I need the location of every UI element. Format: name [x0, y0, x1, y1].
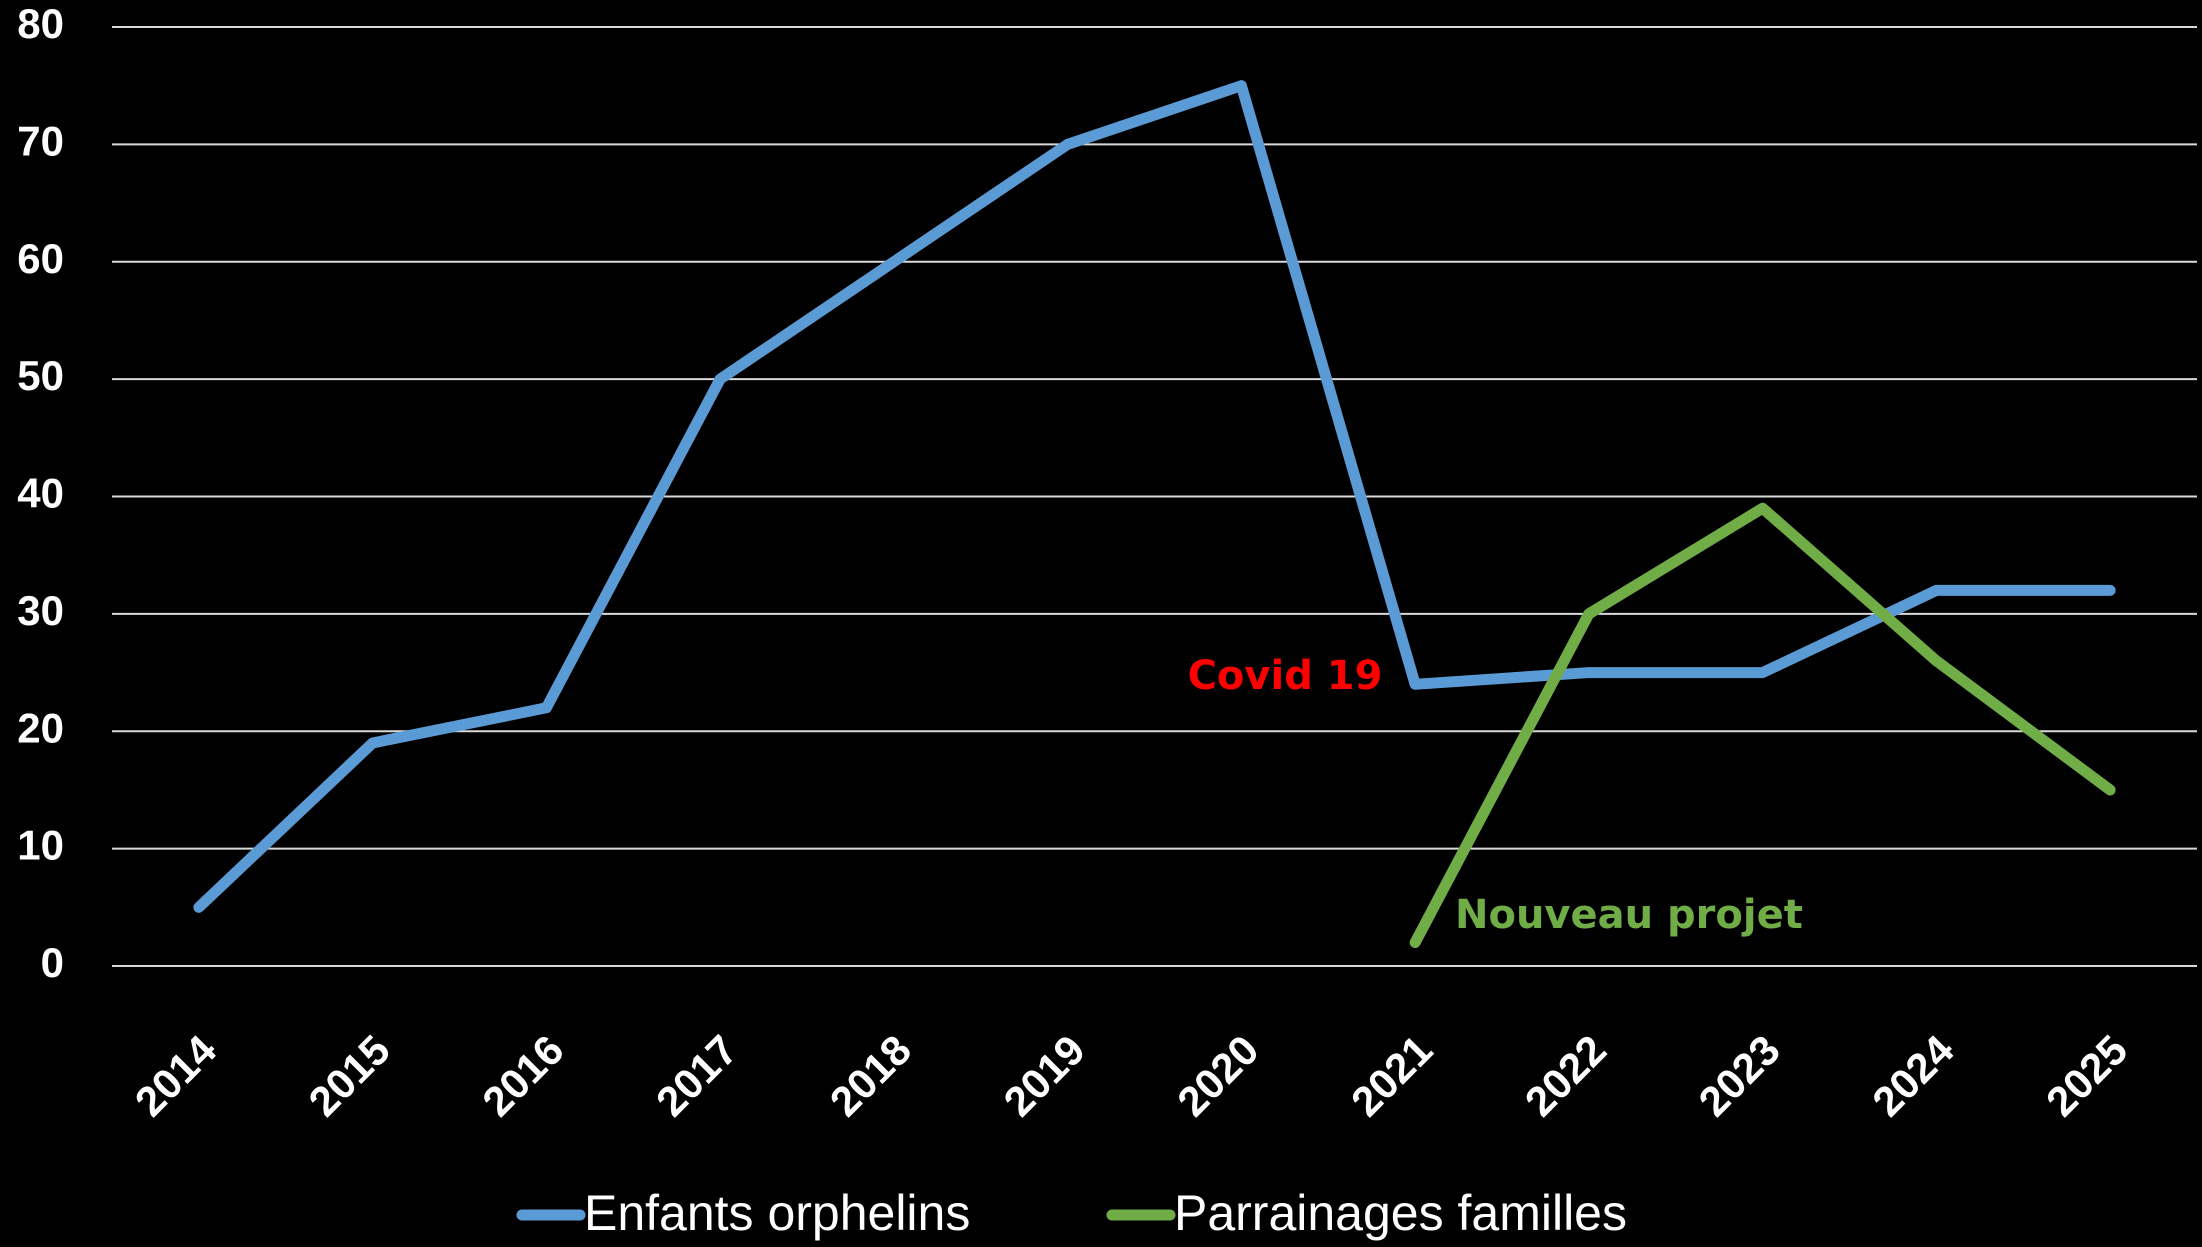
y-tick-label: 50: [17, 352, 64, 399]
y-tick-label: 70: [17, 117, 64, 164]
x-tick-label: 2018: [821, 1026, 920, 1125]
annotation: Covid 19: [1188, 653, 1383, 699]
legend-label: Parrainages familles: [1174, 1185, 1627, 1241]
series-line: [1409, 502, 2116, 949]
x-tick-label: 2023: [1690, 1026, 1789, 1125]
y-tick-label: 80: [17, 0, 64, 47]
x-tick-label: 2020: [1168, 1026, 1267, 1125]
y-tick-label: 0: [41, 939, 64, 986]
y-tick-label: 30: [17, 587, 64, 634]
y-tick-label: 20: [17, 704, 64, 751]
y-tick-label: 10: [17, 822, 64, 869]
x-tick-label: 2019: [995, 1026, 1094, 1125]
legend-label: Enfants orphelins: [584, 1185, 970, 1241]
series-line: [193, 80, 2116, 913]
x-tick-label: 2024: [1863, 1026, 1963, 1126]
x-tick-label: 2025: [2037, 1026, 2136, 1125]
y-tick-label: 40: [17, 470, 64, 517]
x-tick-label: 2017: [647, 1026, 746, 1125]
x-tick-label: 2021: [1342, 1026, 1441, 1125]
x-tick-label: 2015: [300, 1026, 399, 1125]
x-tick-label: 2022: [1516, 1026, 1615, 1125]
x-tick-label: 2016: [473, 1026, 572, 1125]
x-tick-label: 2014: [126, 1026, 226, 1126]
y-tick-label: 60: [17, 235, 64, 282]
annotation: Nouveau projet: [1455, 892, 1803, 938]
